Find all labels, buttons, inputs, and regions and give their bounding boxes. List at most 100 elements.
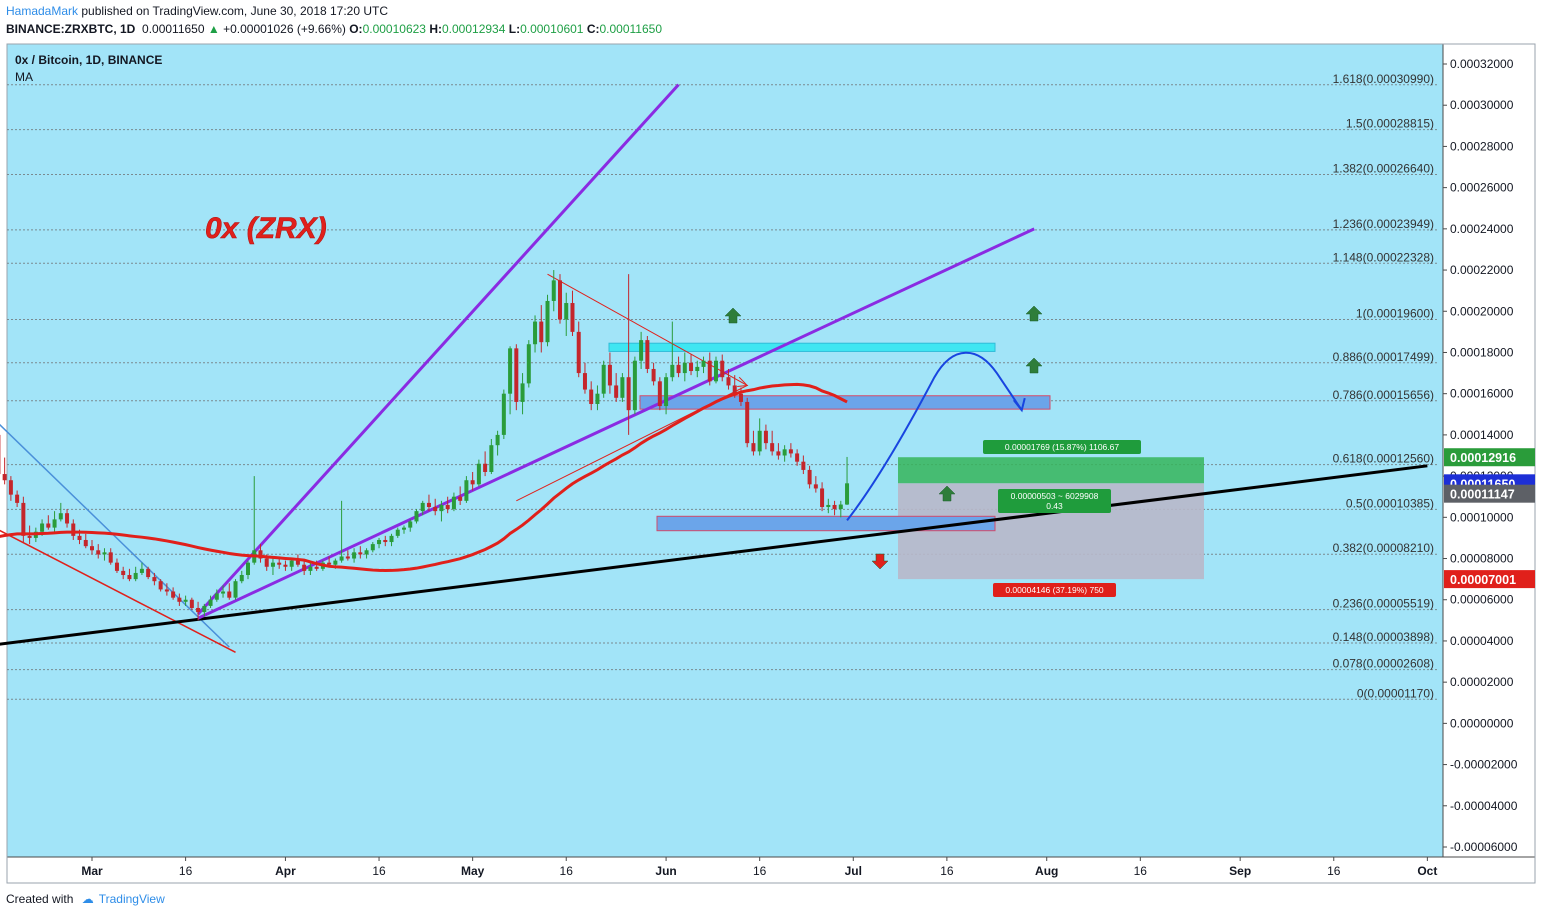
- up-arrow-icon[interactable]: [938, 485, 956, 502]
- candle[interactable]: [838, 500, 843, 518]
- candle[interactable]: [589, 381, 594, 411]
- candle[interactable]: [801, 455, 806, 475]
- candle[interactable]: [489, 439, 494, 475]
- candle[interactable]: [714, 356, 718, 384]
- candle[interactable]: [551, 270, 556, 312]
- candle[interactable]: [595, 385, 600, 411]
- candle[interactable]: [171, 587, 176, 600]
- candle[interactable]: [520, 373, 525, 415]
- candle[interactable]: [46, 515, 51, 530]
- candle[interactable]: [676, 356, 681, 378]
- candle[interactable]: [763, 424, 768, 450]
- candle[interactable]: [558, 274, 562, 324]
- candle[interactable]: [451, 492, 456, 512]
- candle[interactable]: [726, 368, 731, 390]
- candle[interactable]: [152, 572, 157, 586]
- channel-lower-line[interactable]: [197, 227, 1035, 620]
- stop-label[interactable]: 0.00004146 (37.19%) 750: [993, 583, 1116, 597]
- candle[interactable]: [576, 321, 581, 378]
- candle[interactable]: [757, 418, 762, 456]
- candle[interactable]: [620, 373, 625, 402]
- candle[interactable]: [221, 585, 226, 598]
- support-zone-blue[interactable]: [656, 515, 996, 532]
- candle[interactable]: [664, 373, 669, 415]
- candle[interactable]: [358, 546, 363, 559]
- up-arrow-icon[interactable]: [724, 307, 742, 324]
- candle[interactable]: [121, 566, 126, 580]
- candle[interactable]: [270, 558, 275, 576]
- candle[interactable]: [807, 465, 812, 489]
- candle[interactable]: [15, 490, 20, 508]
- candle[interactable]: [701, 356, 706, 374]
- candle[interactable]: [90, 539, 94, 555]
- long-term-support-line[interactable]: [0, 464, 1428, 646]
- candle[interactable]: [545, 294, 550, 347]
- candle[interactable]: [745, 397, 750, 448]
- channel-upper-line[interactable]: [196, 83, 680, 616]
- up-arrow-icon[interactable]: [1025, 305, 1043, 322]
- candle[interactable]: [689, 354, 694, 376]
- candle[interactable]: [501, 389, 506, 440]
- candle[interactable]: [146, 566, 151, 580]
- candle[interactable]: [58, 502, 63, 522]
- candle[interactable]: [526, 340, 531, 388]
- candle[interactable]: [707, 352, 712, 386]
- candle[interactable]: [258, 544, 263, 563]
- candle[interactable]: [108, 548, 113, 565]
- candle[interactable]: [183, 595, 188, 606]
- candle[interactable]: [2, 457, 7, 485]
- candle[interactable]: [426, 494, 431, 512]
- candle[interactable]: [657, 377, 662, 411]
- moving-average-line[interactable]: [0, 382, 848, 573]
- candle[interactable]: [570, 290, 575, 336]
- candle[interactable]: [364, 548, 369, 559]
- candle[interactable]: [476, 459, 481, 487]
- candle[interactable]: [720, 354, 725, 382]
- candle[interactable]: [607, 352, 612, 394]
- candle[interactable]: [283, 560, 288, 571]
- down-arrow-icon[interactable]: [871, 553, 889, 570]
- candle[interactable]: [670, 321, 675, 382]
- candle[interactable]: [339, 500, 344, 563]
- candle[interactable]: [377, 537, 382, 549]
- candle[interactable]: [114, 558, 119, 573]
- candle[interactable]: [639, 331, 644, 369]
- candle[interactable]: [383, 535, 388, 547]
- candle[interactable]: [96, 544, 101, 559]
- projected-path-curve[interactable]: [846, 351, 1023, 522]
- author-link[interactable]: HamadaMark: [6, 4, 79, 18]
- candle[interactable]: [127, 568, 132, 582]
- candle[interactable]: [83, 533, 88, 549]
- candle[interactable]: [439, 500, 444, 522]
- candle[interactable]: [539, 305, 544, 353]
- candle[interactable]: [470, 471, 475, 491]
- candle[interactable]: [832, 500, 837, 516]
- candle[interactable]: [845, 456, 850, 505]
- candle[interactable]: [408, 519, 413, 532]
- candle[interactable]: [139, 562, 144, 576]
- candle[interactable]: [445, 496, 450, 514]
- candle[interactable]: [464, 476, 469, 503]
- candle[interactable]: [795, 449, 800, 466]
- candle[interactable]: [370, 542, 375, 553]
- candle[interactable]: [495, 430, 500, 456]
- candle[interactable]: [813, 476, 818, 493]
- candle[interactable]: [52, 511, 57, 532]
- candle[interactable]: [208, 595, 213, 608]
- candle[interactable]: [65, 509, 70, 528]
- candle[interactable]: [189, 597, 194, 611]
- candle[interactable]: [564, 292, 569, 336]
- up-arrow-icon[interactable]: [1025, 357, 1043, 374]
- candle[interactable]: [389, 533, 394, 547]
- candle[interactable]: [776, 443, 781, 460]
- candle[interactable]: [582, 362, 587, 394]
- candle[interactable]: [308, 562, 313, 576]
- candle[interactable]: [196, 601, 201, 621]
- candle[interactable]: [158, 579, 163, 592]
- candle[interactable]: [483, 451, 488, 477]
- candle[interactable]: [820, 482, 825, 512]
- candle[interactable]: [164, 583, 169, 596]
- candle[interactable]: [682, 352, 687, 382]
- candle[interactable]: [289, 558, 294, 571]
